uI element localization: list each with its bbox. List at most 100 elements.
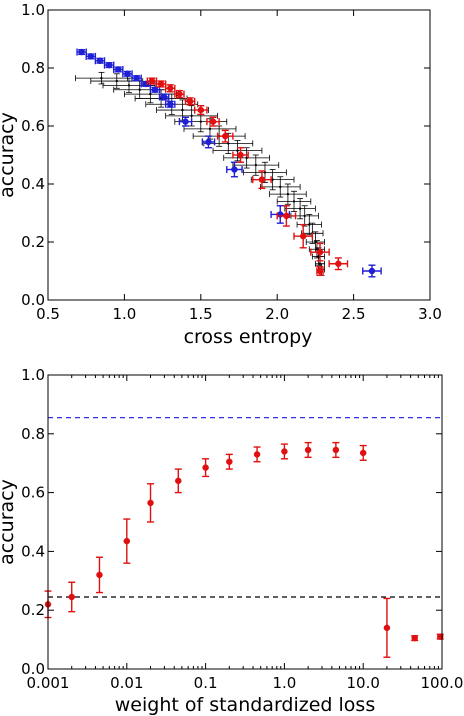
data-marker: [314, 240, 317, 244]
bottom-y-tick-label: 0.2: [21, 601, 45, 619]
data-marker: [316, 248, 324, 256]
data-marker: [96, 571, 103, 579]
data-marker: [157, 80, 165, 88]
bottom-red-point: [280, 443, 288, 460]
top-x-tick-label: 0.5: [36, 305, 60, 323]
data-marker: [176, 90, 183, 98]
data-marker: [292, 200, 296, 203]
top-red-point: [276, 205, 297, 227]
top-red-point: [328, 257, 349, 271]
data-marker: [181, 108, 184, 112]
data-marker: [316, 267, 324, 275]
data-marker: [115, 66, 122, 73]
data-marker: [138, 88, 141, 91]
data-marker: [226, 458, 233, 465]
data-marker: [151, 86, 159, 93]
bottom-red-point: [147, 483, 155, 523]
bottom-x-tick-label: 10.0: [346, 674, 379, 692]
top-x-axis-label: cross entropy: [184, 326, 313, 348]
bottom-y-tick-label: 1.0: [21, 366, 45, 384]
data-marker: [263, 171, 267, 174]
top-blue-point: [149, 86, 161, 94]
data-marker: [298, 207, 302, 210]
data-marker: [205, 138, 212, 146]
top-blue-point: [122, 70, 133, 78]
top-black-point: [276, 190, 312, 212]
data-marker: [166, 101, 174, 108]
top-blue-point: [76, 48, 87, 56]
data-marker: [100, 76, 103, 80]
top-red-point: [155, 80, 167, 88]
bottom-x-ticks: 0.001 0.01 0.1 1.0 10.0 100.0: [27, 375, 463, 692]
top-blue-point: [131, 74, 142, 82]
data-marker: [186, 98, 194, 105]
top-blue-point: [362, 264, 382, 278]
top-x-tick-label: 2.5: [342, 305, 366, 323]
top-red-point: [316, 265, 324, 277]
data-marker: [199, 120, 202, 123]
top-y-tick-label: 0.0: [21, 291, 45, 309]
bottom-red-point: [332, 441, 340, 459]
top-y-ticks: 0.0 0.2 0.4 0.6 0.8 1.0: [21, 1, 430, 309]
bottom-y-tick-label: 0.8: [21, 425, 45, 443]
data-marker: [78, 48, 85, 56]
data-marker: [308, 223, 311, 226]
data-marker: [231, 166, 238, 173]
bottom-y-axis-label: accuracy: [0, 479, 18, 565]
top-red-point: [216, 129, 234, 143]
top-y-tick-label: 0.4: [21, 175, 45, 193]
data-marker: [124, 70, 131, 78]
data-marker: [133, 74, 140, 82]
data-marker: [96, 57, 104, 64]
data-marker: [227, 142, 230, 145]
bottom-red-point: [411, 634, 419, 642]
data-marker: [283, 212, 290, 220]
data-marker: [303, 214, 306, 218]
data-marker: [332, 446, 340, 454]
bottom-y-ticks: 0.0 0.2 0.4 0.6 0.8 1.0: [21, 366, 442, 678]
bottom-x-tick-label: 0.001: [27, 674, 70, 692]
bottom-y-tick-label: 0.6: [21, 484, 45, 502]
data-marker: [147, 499, 154, 507]
data-marker: [202, 464, 209, 471]
bottom-data-marks: [44, 417, 444, 658]
data-marker: [299, 232, 307, 240]
data-marker: [208, 127, 212, 131]
top-black-point: [259, 176, 301, 198]
data-marker: [253, 451, 261, 458]
data-marker: [209, 118, 217, 125]
data-marker: [160, 93, 168, 101]
top-x-tick-label: 3.0: [418, 305, 442, 323]
top-y-tick-label: 0.2: [21, 233, 45, 251]
top-red-point: [252, 170, 272, 190]
top-blue-point: [113, 65, 124, 73]
top-red-point: [193, 104, 208, 116]
data-marker: [245, 156, 248, 160]
top-x-tick-label: 2.0: [265, 305, 289, 323]
data-marker: [286, 192, 290, 196]
top-red-point: [232, 147, 249, 163]
top-y-axis-label: accuracy: [0, 112, 18, 198]
data-marker: [148, 77, 156, 85]
data-marker: [236, 149, 239, 152]
bottom-red-point: [253, 446, 261, 463]
data-marker: [175, 477, 182, 485]
bottom-red-point: [436, 633, 444, 640]
bottom-red-point: [95, 556, 103, 594]
bottom-x-tick-label: 0.01: [110, 674, 143, 692]
top-y-tick-label: 0.8: [21, 59, 45, 77]
top-blue-point: [158, 93, 170, 101]
bottom-red-point: [359, 444, 367, 461]
bottom-red-point: [304, 441, 312, 459]
top-black-point: [232, 154, 280, 176]
data-marker: [115, 79, 118, 83]
top-black-point: [284, 198, 316, 220]
top-blue-point: [85, 52, 97, 60]
chart-weight-vs-accuracy: 0.001 0.01 0.1 1.0 10.0 100.0 0.0 0.2 0.4 0.6 0.8…: [0, 366, 463, 716]
bottom-red-point: [383, 597, 391, 658]
top-black-point: [212, 140, 263, 162]
top-red-point: [206, 116, 220, 127]
bottom-red-point: [123, 518, 131, 564]
top-black-point: [223, 147, 270, 169]
bottom-red-point: [68, 581, 76, 613]
